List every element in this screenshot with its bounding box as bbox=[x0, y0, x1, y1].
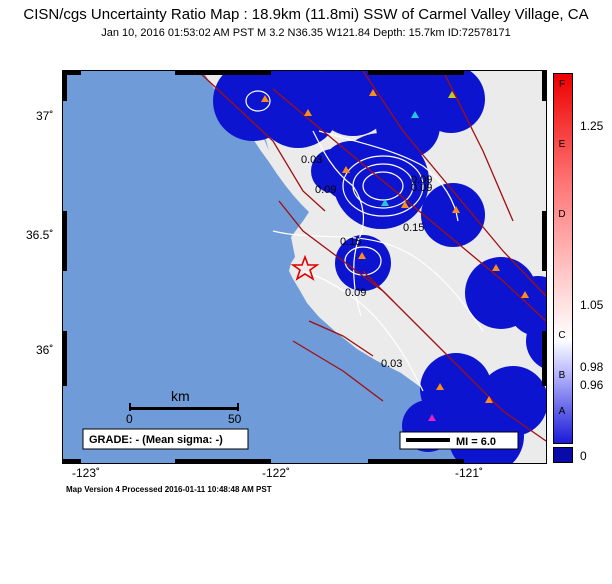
lon-label-122: -122˚ bbox=[262, 466, 291, 480]
scale-unit: km bbox=[171, 388, 190, 404]
station-marker bbox=[448, 91, 456, 98]
colorbar-value: 1.05 bbox=[580, 298, 604, 312]
colorbar-letter-a: A bbox=[558, 406, 566, 417]
contour-lines bbox=[245, 90, 484, 392]
colorbar-value: 0.96 bbox=[580, 378, 604, 392]
station-marker bbox=[261, 95, 269, 102]
map-title: CISN/cgs Uncertainty Ratio Map : 18.9km … bbox=[23, 6, 589, 23]
epicenter-star bbox=[290, 254, 320, 281]
scale-start: 0 bbox=[126, 412, 133, 426]
lat-label-36-5: 36.5˚ bbox=[26, 228, 54, 242]
map-frame: 0.09 0.09 0.15 0.15 0.09 0.03 0.03 0.09 bbox=[62, 70, 547, 464]
colorbar-value: 0 bbox=[580, 449, 587, 463]
colorbar-letter-e: E bbox=[558, 139, 566, 150]
station-marker bbox=[485, 396, 493, 403]
station-marker bbox=[411, 111, 419, 118]
contour-label: 0.09 bbox=[315, 184, 336, 196]
grade-text: GRADE: - (Mean sigma: -) bbox=[89, 434, 223, 446]
mi-legend-text: MI = 6.0 bbox=[456, 436, 496, 448]
mi-legend-line bbox=[406, 438, 450, 442]
colorbar bbox=[553, 73, 573, 444]
lon-label-123: -123˚ bbox=[72, 466, 101, 480]
colorbar-nodata bbox=[553, 447, 573, 463]
station-marker bbox=[304, 109, 312, 116]
station-marker bbox=[492, 264, 500, 271]
colorbar-value: 0.98 bbox=[580, 360, 604, 374]
fault-lines bbox=[197, 71, 546, 442]
scale-end: 50 bbox=[228, 412, 242, 426]
contour-label: 0.15 bbox=[340, 236, 361, 248]
lat-label-36: 36˚ bbox=[36, 343, 54, 357]
lon-label-121: -121˚ bbox=[455, 466, 484, 480]
grade-box bbox=[82, 428, 249, 450]
colorbar-value: 1.25 bbox=[580, 119, 604, 133]
station-marker bbox=[401, 201, 409, 208]
contour-label: 0.03 bbox=[381, 358, 402, 370]
contour-label: 0.09 bbox=[411, 182, 432, 194]
contour-label: 0.09 bbox=[411, 174, 432, 186]
colorbar-letter-b: B bbox=[558, 370, 566, 381]
station-marker bbox=[342, 166, 350, 173]
land-peninsula bbox=[291, 229, 331, 251]
colorbar-letter-c: C bbox=[558, 330, 566, 341]
lat-label-37: 37˚ bbox=[36, 109, 54, 123]
station-marker bbox=[358, 252, 366, 259]
station-marker bbox=[428, 414, 436, 421]
stations bbox=[261, 89, 529, 445]
contour-label: 0.09 bbox=[345, 287, 366, 299]
station-marker bbox=[369, 89, 377, 96]
map-canvas: 0.09 0.09 0.15 0.15 0.09 0.03 0.03 0.09 bbox=[63, 71, 546, 463]
station-marker bbox=[436, 383, 444, 390]
station-marker bbox=[381, 199, 389, 206]
colorbar-letter-d: D bbox=[558, 209, 566, 220]
contour-label: 0.15 bbox=[403, 222, 424, 234]
uncertainty-regions bbox=[213, 71, 546, 463]
mi-legend-box bbox=[399, 431, 519, 450]
colorbar-letter-f: F bbox=[558, 79, 566, 90]
event-info: Jan 10, 2016 01:53:02 AM PST M 3.2 N36.3… bbox=[101, 27, 511, 39]
station-marker bbox=[452, 206, 460, 213]
scale-bar: km 0 50 bbox=[126, 388, 242, 426]
contour-label: 0.03 bbox=[301, 154, 322, 166]
station-marker bbox=[521, 291, 529, 298]
map-version-footer: Map Version 4 Processed 2016-01-11 10:48… bbox=[66, 485, 272, 494]
